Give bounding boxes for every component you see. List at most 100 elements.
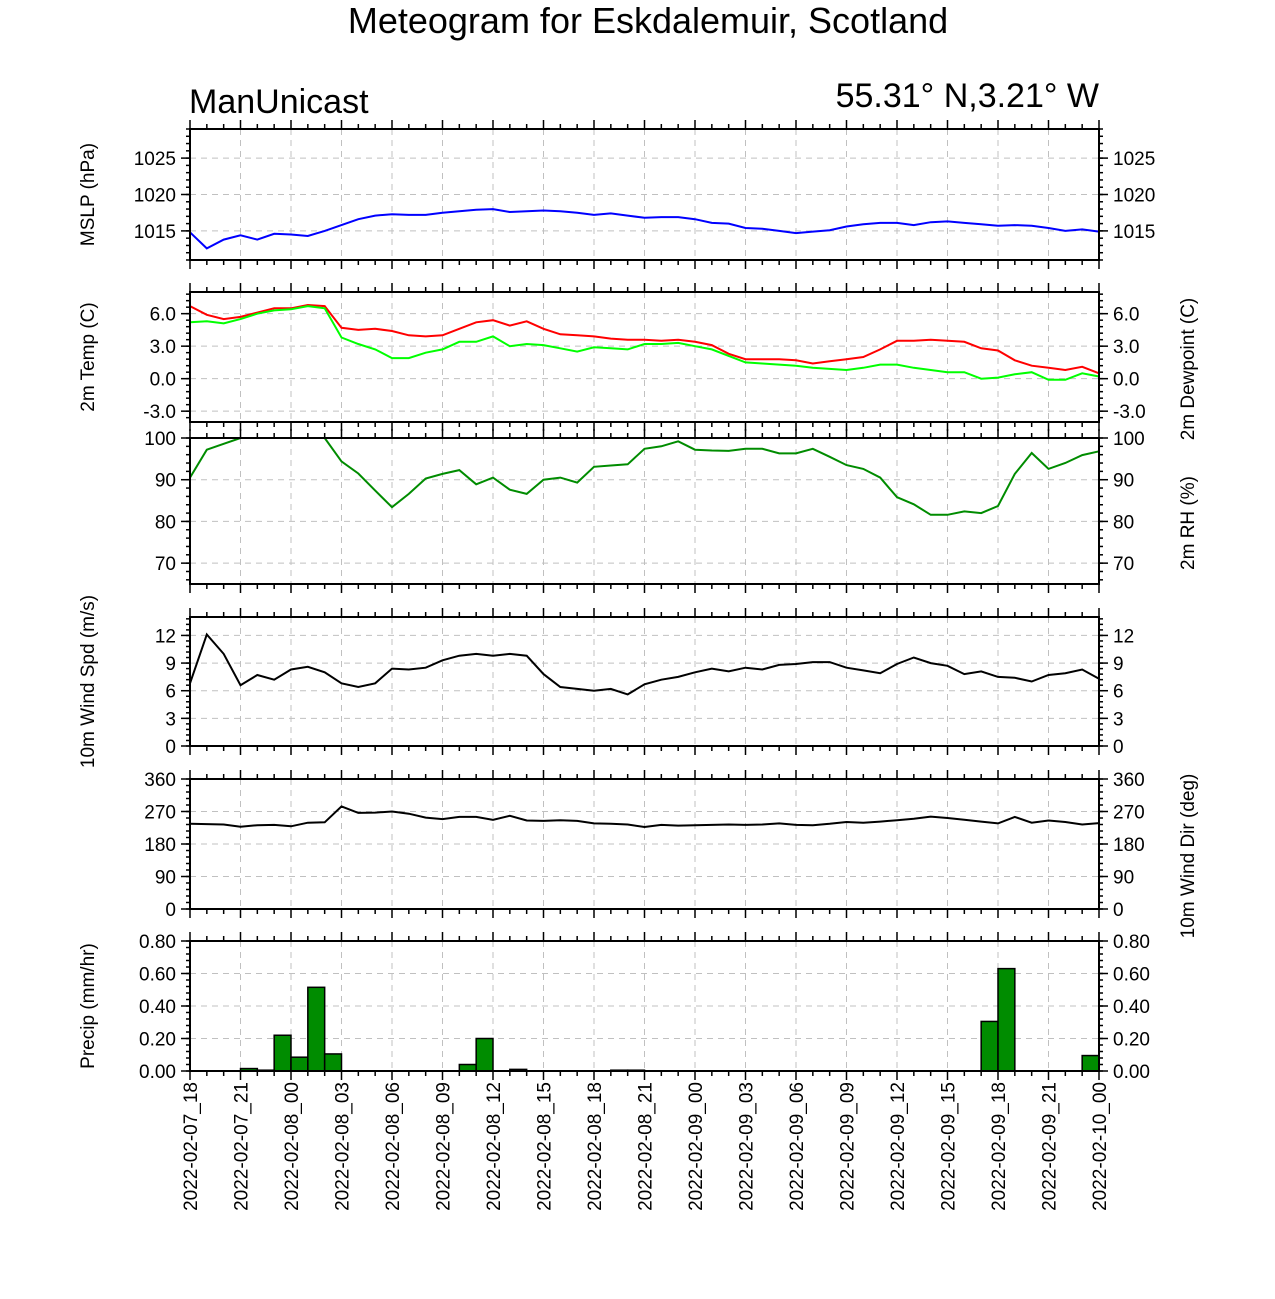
location-label: 55.31° N,3.21° W (836, 77, 1099, 115)
series-line-1 (189, 805, 1100, 829)
x-tick-label: 2022-02-08_09 (434, 1082, 455, 1211)
x-tick-label: 2022-02-09_15 (939, 1082, 960, 1211)
precip-bar (997, 967, 1016, 1072)
y-tick-label-left: 360 (144, 770, 176, 791)
x-tick-label: 2022-02-09_21 (1040, 1082, 1061, 1211)
y-tick-label-right: 70 (1113, 554, 1134, 575)
y-tick-label-right: 80 (1113, 512, 1134, 533)
series-line-1 (189, 303, 1100, 375)
y-tick-label-left: 80 (155, 512, 176, 533)
y-tick-label-left: 3 (165, 709, 176, 730)
y-tick-label-left: 100 (144, 429, 176, 450)
y-tick-label-left: 90 (155, 868, 176, 889)
y-tick-label-right: 12 (1113, 626, 1134, 647)
y-tick-label-right: 0 (1113, 737, 1124, 758)
y-tick-label-right: 0.40 (1113, 997, 1150, 1018)
y-tick-label-left: 0 (165, 737, 176, 758)
panel-3: 70 70 80 80 90 90 100 100 2m RH (%) (144, 429, 1199, 593)
y-tick-label-left: 6 (165, 682, 176, 703)
x-axis: 2022-02-07_18 2022-02-07_21 2022-02-08_00 2… (181, 1082, 1111, 1211)
panel-6: 0.00 0.00 0.20 0.20 0.40 0.40 0.60 0.60 0.80 0.80… (78, 932, 1150, 1083)
chart-title: Meteogram for Eskdalemuir, Scotland (348, 0, 948, 41)
y-axis-label-right: 2m RH (%) (1178, 476, 1199, 570)
x-tick-label: 2022-02-08_21 (636, 1082, 657, 1211)
y-axis-label-right: 10m Wind Dir (deg) (1178, 774, 1199, 939)
y-tick-label-left: 0.40 (139, 997, 176, 1018)
precip-bar (1081, 1054, 1100, 1072)
y-tick-label-right: 180 (1113, 835, 1145, 856)
y-tick-label-left: 3.0 (150, 337, 176, 358)
x-tick-label: 2022-02-07_21 (232, 1082, 253, 1211)
y-tick-label-right: 0 (1113, 900, 1124, 921)
y-tick-label-right: 1020 (1113, 186, 1155, 207)
panel-5: 0 0 90 90 180 180 270 270 360 360 10m Wind Dir (de… (144, 770, 1199, 938)
series-line-1 (189, 208, 1100, 250)
y-tick-label-right: 3 (1113, 709, 1124, 730)
x-tick-label: 2022-02-09_18 (989, 1082, 1010, 1211)
y-tick-label-left: 9 (165, 654, 176, 675)
y-tick-label-right: 90 (1113, 471, 1134, 492)
y-tick-label-right: 3.0 (1113, 337, 1139, 358)
y-tick-label-left: 0.60 (139, 965, 176, 986)
y-tick-label-left: 0.20 (139, 1030, 176, 1051)
x-tick-label: 2022-02-08_18 (585, 1082, 606, 1211)
precip-bar (290, 1056, 309, 1072)
y-tick-label-left: 12 (155, 626, 176, 647)
y-tick-label-right: 1015 (1113, 222, 1155, 243)
y-tick-label-left: 1020 (134, 186, 176, 207)
series-line-1 (189, 437, 1100, 516)
y-tick-label-left: 0 (165, 900, 176, 921)
y-tick-label-left: 1015 (134, 222, 176, 243)
y-tick-label-right: 6.0 (1113, 305, 1139, 326)
y-tick-label-left: 70 (155, 554, 176, 575)
y-tick-label-left: 1025 (134, 149, 176, 170)
series-line-1 (189, 632, 1100, 696)
y-tick-label-right: 0.0 (1113, 370, 1139, 391)
x-tick-label: 2022-02-08_06 (383, 1082, 404, 1211)
x-tick-label: 2022-02-08_00 (282, 1082, 303, 1211)
x-tick-label: 2022-02-09_09 (838, 1082, 859, 1211)
y-tick-label-right: 270 (1113, 803, 1145, 824)
y-tick-label-left: 270 (144, 803, 176, 824)
precip-bar (980, 1020, 999, 1072)
y-tick-label-right: -3.0 (1113, 402, 1146, 423)
y-tick-label-left: 0.80 (139, 932, 176, 953)
precip-bar (273, 1034, 292, 1072)
y-tick-label-left: 180 (144, 835, 176, 856)
y-tick-label-left: -3.0 (143, 402, 176, 423)
panels: 1015 1015 1020 1020 1025 1025 MSLP (hPa) -3.0 -3… (78, 120, 1199, 1083)
y-tick-label-left: 0.00 (139, 1062, 176, 1083)
x-tick-label: 2022-02-09_12 (888, 1082, 909, 1211)
x-tick-label: 2022-02-10_00 (1090, 1082, 1111, 1211)
x-tick-label: 2022-02-08_15 (535, 1082, 556, 1211)
y-tick-label-right: 1025 (1113, 149, 1155, 170)
y-axis-label-left: Precip (mm/hr) (78, 943, 99, 1069)
y-axis-label-left: MSLP (hPa) (78, 143, 99, 246)
x-tick-label: 2022-02-07_18 (181, 1082, 202, 1211)
y-tick-label-left: 90 (155, 471, 176, 492)
y-tick-label-right: 0.80 (1113, 932, 1150, 953)
y-tick-label-right: 360 (1113, 770, 1145, 791)
y-tick-label-right: 9 (1113, 654, 1124, 675)
precip-bar (323, 1053, 343, 1072)
x-tick-label: 2022-02-08_12 (484, 1082, 505, 1211)
precip-bar (475, 1037, 494, 1072)
panel-1: 1015 1015 1020 1020 1025 1025 MSLP (hPa) (78, 120, 1155, 269)
y-tick-label-right: 90 (1113, 868, 1134, 889)
series-line-2 (189, 305, 1100, 381)
x-tick-label: 2022-02-09_00 (686, 1082, 707, 1211)
x-tick-label: 2022-02-09_03 (737, 1082, 758, 1211)
y-axis-label-left: 10m Wind Spd (m/s) (78, 595, 99, 768)
y-tick-label-left: 6.0 (150, 305, 176, 326)
y-tick-label-right: 0.00 (1113, 1062, 1150, 1083)
y-tick-label-left: 0.0 (150, 370, 176, 391)
y-tick-label-right: 0.20 (1113, 1030, 1150, 1051)
y-tick-label-right: 100 (1113, 429, 1145, 450)
x-tick-label: 2022-02-08_03 (333, 1082, 354, 1211)
panel-2: -3.0 -3.0 0.0 0.0 3.0 3.0 6.0 6.0 2m Temp (C) 2m … (78, 283, 1199, 440)
y-axis-label-right: 2m Dewpoint (C) (1178, 298, 1199, 441)
x-tick-label: 2022-02-09_06 (787, 1082, 808, 1211)
y-tick-label-right: 6 (1113, 682, 1124, 703)
precip-bar (307, 986, 326, 1072)
